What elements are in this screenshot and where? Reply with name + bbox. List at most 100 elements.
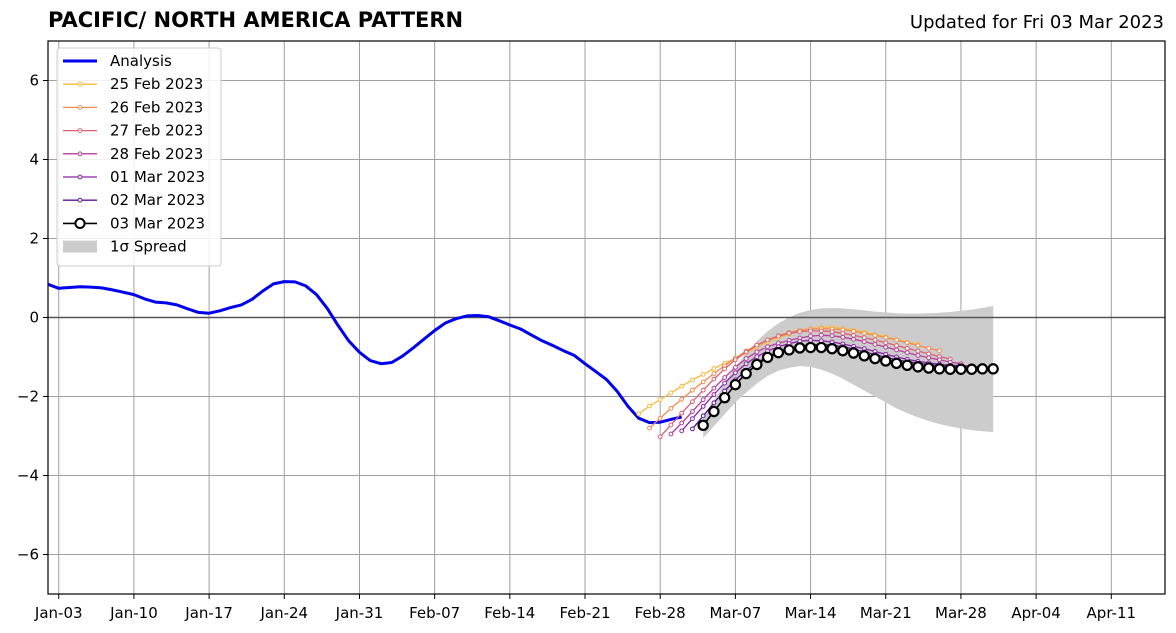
forecast-point [815, 341, 828, 354]
forecast-point [679, 383, 685, 389]
forecast-line [670, 334, 961, 435]
forecast-point [754, 354, 760, 360]
forecast-point [751, 358, 763, 371]
forecast-point [926, 345, 932, 351]
forecast-point [711, 400, 717, 406]
forecast-point [965, 363, 978, 375]
forecast-point [912, 361, 924, 373]
y-tick-label: 0 [29, 309, 39, 327]
forecast-point [808, 338, 813, 343]
forecast-point [657, 415, 663, 421]
forecast-point [818, 328, 824, 334]
y-tick-label: 4 [29, 151, 39, 169]
forecast-point [794, 342, 806, 354]
forecast-point [944, 363, 956, 375]
forecast-point [700, 413, 706, 419]
forecast-point [690, 409, 695, 414]
x-tick-label: Mar-07 [709, 604, 761, 622]
forecast-point [700, 403, 706, 409]
forecast-point [783, 344, 795, 356]
legend-label: 28 Feb 2023 [110, 145, 203, 163]
forecast-point [861, 330, 867, 336]
legend-label: Analysis [110, 52, 172, 70]
forecast-point [883, 340, 889, 346]
forecast-point [708, 405, 720, 418]
forecast-point [818, 332, 824, 338]
forecast-point [722, 380, 728, 386]
forecast-point [679, 420, 685, 426]
forecast-line [659, 330, 951, 438]
x-tick-label: Mar-21 [860, 604, 912, 622]
legend-swatch-marker [77, 197, 83, 203]
forecast-line [649, 327, 940, 429]
forecast-point [743, 349, 749, 355]
legend-box [56, 47, 222, 267]
forecast-point [955, 363, 967, 375]
forecast-point [872, 341, 878, 347]
y-tick-label: 2 [29, 230, 39, 248]
x-tick-label: Mar-28 [935, 604, 987, 622]
forecast-point [636, 411, 642, 417]
legend-swatch-marker [77, 174, 83, 180]
forecast-point [700, 397, 706, 403]
forecast-point [872, 337, 878, 343]
forecast-point [904, 340, 910, 346]
forecast-point [722, 375, 728, 380]
forecast-point [657, 434, 663, 440]
forecast-point [851, 332, 856, 338]
forecast-series-6 [697, 341, 999, 432]
y-tick-label: 6 [29, 72, 39, 90]
forecast-point [890, 357, 903, 370]
forecast-point [711, 376, 717, 382]
legend-label: 03 Mar 2023 [110, 214, 205, 232]
forecast-point [894, 343, 899, 348]
forecast-point [711, 392, 717, 397]
forecast-point [668, 431, 674, 437]
forecast-point [657, 397, 663, 403]
forecast-point [679, 410, 685, 416]
x-tick-label: Jan-17 [184, 604, 233, 622]
forecast-point [872, 332, 878, 338]
forecast-point [732, 370, 738, 376]
legend-swatch-marker [77, 105, 83, 110]
forecast-point [933, 363, 946, 375]
forecast-point [851, 336, 856, 342]
forecast-point [904, 345, 910, 351]
forecast-point [894, 337, 899, 343]
forecast-point [700, 387, 706, 393]
forecast-point [722, 366, 728, 372]
x-axis: Jan-03 Jan-10 Jan-17 Jan-24 Jan-31 Feb-07 Feb-… [34, 594, 1136, 622]
forecast-point [700, 379, 706, 385]
updated-date: Updated for Fri 03 Mar 2023 [909, 12, 1164, 33]
forecast-point [858, 350, 870, 362]
forecast-point [775, 333, 781, 339]
x-tick-label: Jan-10 [109, 604, 158, 622]
forecast-point [847, 347, 860, 359]
forecast-point [690, 377, 695, 383]
forecast-point [829, 329, 835, 335]
forecast-point [743, 361, 749, 367]
analysis-series [47, 280, 683, 425]
x-tick-label: Jan-31 [335, 604, 384, 622]
forecast-point [880, 355, 892, 367]
forecast-point [851, 328, 856, 334]
legend-swatch-marker [77, 128, 83, 134]
legend-label: 01 Mar 2023 [110, 168, 205, 186]
legend-swatch-marker [74, 217, 86, 229]
y-tick-label: −2 [17, 388, 39, 406]
analysis-line [47, 280, 683, 425]
forecast-point [700, 371, 706, 377]
x-tick-label: Jan-24 [259, 604, 308, 622]
forecast-point [937, 348, 942, 354]
forecast-point [668, 390, 674, 396]
legend-label: 25 Feb 2023 [110, 75, 203, 93]
legend-label: 26 Feb 2023 [110, 98, 203, 116]
x-tick-label: Feb-14 [484, 604, 535, 622]
forecast-point [729, 378, 742, 391]
forecast-point [797, 329, 803, 335]
y-axis: 6 4 2 0 −2 −4 −6 [17, 72, 48, 564]
legend-swatch-marker [77, 151, 83, 157]
forecast-point [647, 425, 652, 431]
forecast-point [869, 352, 881, 365]
